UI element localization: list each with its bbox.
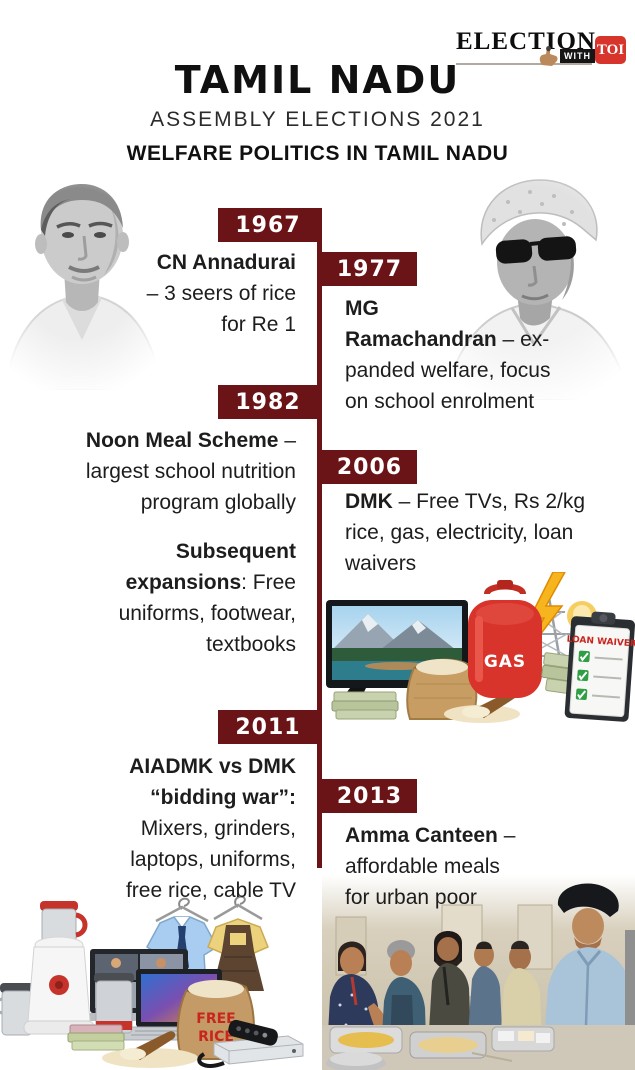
amma-canteen-photo [322, 875, 635, 1070]
entry-2013-text: Amma Canteen – affordable meals for urban … [345, 824, 516, 909]
gas-label: GAS [484, 652, 526, 672]
free-rice-sack-icon: FREE RICE [176, 980, 255, 1060]
mg-ramachandran-portrait [438, 168, 635, 400]
school-uniform-pinafore-icon [207, 895, 269, 991]
rice-sack-icon [406, 658, 478, 720]
free-rice-label-free: FREE [196, 1011, 235, 1027]
year-badge-1977: 1977 [322, 252, 417, 286]
voting-finger-icon [539, 46, 558, 66]
entry-2011-text: AIADMK vs DMK “bidding war”: Mixers, grind… [125, 755, 296, 902]
mixer-jar-icon [94, 973, 134, 1034]
year-badge-2011: 2011 [218, 710, 318, 744]
section-heading: WELFARE POLITICS IN TAMIL NADU [126, 142, 509, 165]
welfare-items-collage: GAS LOAN WAIVER [322, 572, 635, 724]
entry-1977-text: MG Ramachandran – ex-panded welfare, focu… [345, 297, 551, 413]
entry-2006-text: DMK – Free TVs, Rs 2/kg rice, gas, electr… [345, 490, 586, 575]
canteen-trays [322, 1025, 635, 1070]
logo-toi-badge: TOI [595, 36, 626, 64]
gas-cylinder-icon: GAS [468, 580, 542, 698]
set-top-box-icon [197, 1035, 304, 1068]
money-stack-icon [331, 691, 399, 720]
page-subtitle: ASSEMBLY ELECTIONS 2021 [150, 108, 485, 131]
toi-election-logo: ELECTION WITH TOI [450, 26, 626, 70]
logo-underline [456, 63, 592, 65]
rice-spill-icon [102, 1031, 198, 1068]
remote-icon [228, 1019, 278, 1046]
entry-1967-text: CN Annadurai – 3 seers of rice for Re 1 [146, 251, 296, 336]
money-stack-icon [67, 1024, 125, 1051]
year-badge-1967: 1967 [218, 208, 318, 242]
year-badge-2006: 2006 [322, 450, 417, 484]
year-badge-2013: 2013 [322, 779, 417, 813]
mixer-grinder-icon [23, 901, 95, 1035]
timeline-line [317, 208, 322, 868]
canteen-man-blue [468, 941, 502, 1035]
logo-with-text: WITH [560, 49, 595, 63]
cn-annadurai-portrait [0, 172, 165, 390]
entry-1982-expansions-text: Subsequent expansions: Free uniforms, foot… [118, 540, 296, 656]
loan-waiver-clipboard-icon: LOAN WAIVER [564, 611, 635, 722]
freebies-collage: FREE RICE [0, 893, 310, 1070]
year-badge-1982: 1982 [218, 385, 318, 419]
free-rice-label-rice: RICE [198, 1029, 234, 1045]
entry-1982-text: Noon Meal Scheme – largest school nutriti… [85, 429, 296, 514]
page-title: TAMIL NADU [174, 58, 461, 102]
loan-waiver-label: LOAN WAIVER [566, 635, 635, 650]
